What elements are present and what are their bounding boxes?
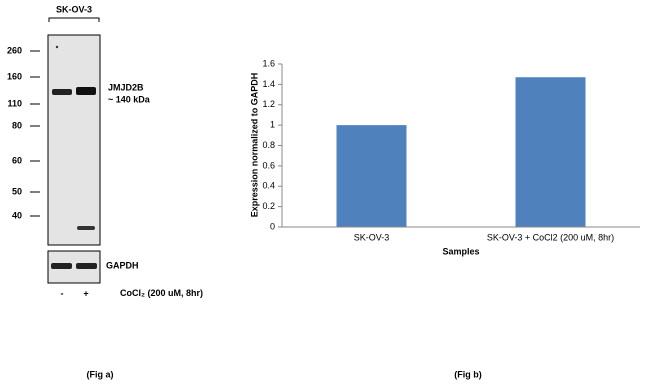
lane-label: + <box>83 288 88 298</box>
bar <box>515 77 586 228</box>
band <box>76 87 96 95</box>
y-tick-label: 0.8 <box>262 140 275 150</box>
marker-label: 60 <box>12 155 22 165</box>
x-tick-label: SK-OV-3 + CoCl2 (200 uM, 8hr) <box>487 232 614 242</box>
control-label: GAPDH <box>106 260 139 270</box>
marker-label: 110 <box>7 98 22 108</box>
y-axis-label: Expression normalized to GAPDH <box>249 73 259 218</box>
y-tick-label: 1.4 <box>262 79 275 89</box>
blot-main <box>47 34 101 246</box>
x-tick-label: SK-OV-3 <box>354 232 390 242</box>
x-axis-label: Samples <box>442 246 479 256</box>
treatment-box: CoCl₂ (200 uM, 8hr) <box>120 288 204 298</box>
treatment-label: CoCl₂ (200 uM, 8hr) <box>120 288 204 298</box>
band <box>76 263 97 269</box>
y-tick-label: 0.2 <box>262 201 275 211</box>
y-tick-label: 1.6 <box>262 58 275 68</box>
target-size: ~ 140 kDa <box>108 94 151 104</box>
caption: (Fig b) <box>454 369 482 379</box>
target-label: JMJD2B <box>108 82 144 92</box>
marker-label: 160 <box>7 71 22 81</box>
y-tick-label: 0 <box>270 221 275 231</box>
marker-label: 50 <box>12 186 22 196</box>
bar <box>336 125 407 227</box>
marker-label: 80 <box>12 120 22 130</box>
y-tick-label: 1.2 <box>262 99 275 109</box>
band <box>51 263 72 269</box>
blot-header: SK-OV-3 <box>56 4 92 14</box>
y-tick-label: 0.6 <box>262 160 275 170</box>
y-tick-label: 1 <box>270 120 275 130</box>
y-tick-label: 0.4 <box>262 181 275 191</box>
band <box>52 89 72 95</box>
header-bracket <box>48 17 100 22</box>
band <box>77 226 95 230</box>
marker-label: 40 <box>12 210 22 220</box>
marker-label: 260 <box>7 45 22 55</box>
caption: (Fig a) <box>87 369 114 379</box>
speck <box>55 45 59 49</box>
lane-label: - <box>61 288 64 298</box>
